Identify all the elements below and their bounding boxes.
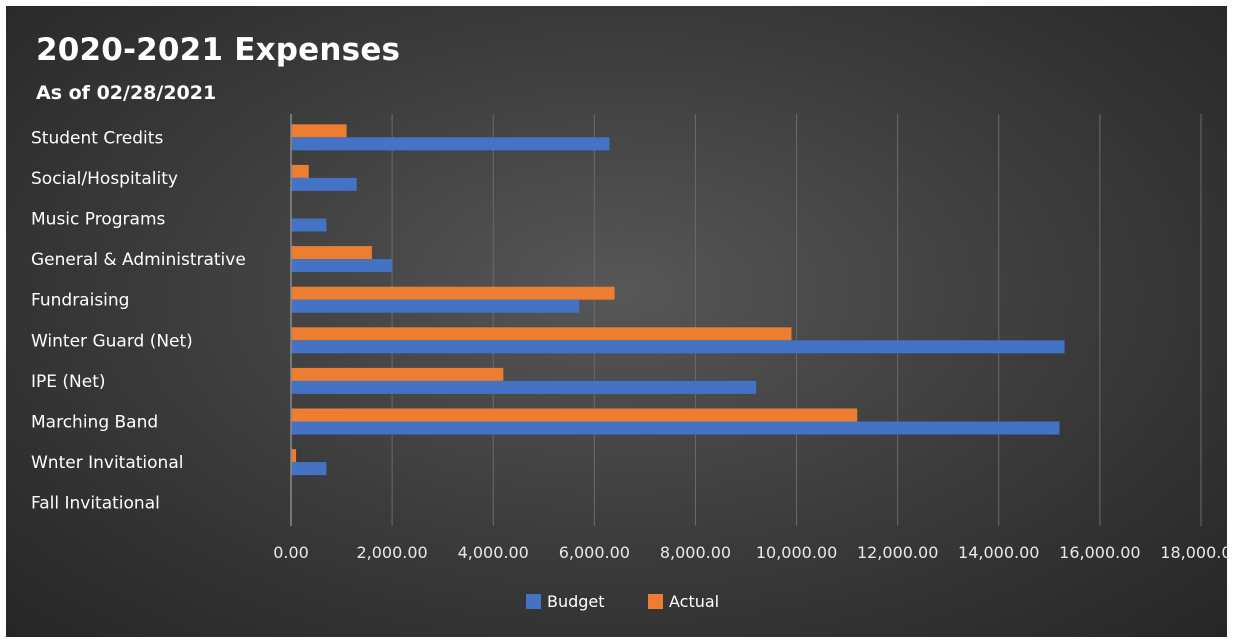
x-tick-label: 14,000.00 <box>958 543 1039 562</box>
chart-subtitle: As of 02/28/2021 <box>36 82 217 104</box>
x-tick-label: 0.00 <box>273 543 309 562</box>
bar-budget <box>291 218 327 232</box>
legend-label-budget: Budget <box>547 592 605 611</box>
category-label: Marching Band <box>31 413 158 433</box>
bar-budget <box>291 299 580 313</box>
x-tick-label: 8,000.00 <box>660 543 731 562</box>
bar-budget <box>291 421 1060 435</box>
bar-actual <box>291 286 615 300</box>
bar-chart: Student Credits Social/Hospitality Music P… <box>31 114 1227 611</box>
bar-actual <box>291 124 347 138</box>
category-label: Wnter Invitational <box>31 453 183 473</box>
category-label: Fall Invitational <box>31 494 160 514</box>
category-label: IPE (Net) <box>31 372 106 392</box>
x-tick-label: 4,000.00 <box>458 543 529 562</box>
x-tick-label: 10,000.00 <box>756 543 837 562</box>
category-label: Student Credits <box>31 128 163 148</box>
bar-budget <box>291 177 357 191</box>
bar-budget <box>291 380 757 394</box>
bar-actual <box>291 164 309 178</box>
bar-actual <box>291 449 297 463</box>
bar-budget <box>291 340 1065 354</box>
category-label: General & Administrative <box>31 250 246 270</box>
x-tick-label: 18,000.00 <box>1160 543 1227 562</box>
chart-area: 2020-2021 Expenses As of 02/28/2021 Stud… <box>6 6 1227 637</box>
category-label: Social/Hospitality <box>31 169 178 189</box>
category-label: Fundraising <box>31 291 129 311</box>
bar-budget <box>291 462 327 476</box>
x-tick-label: 12,000.00 <box>857 543 938 562</box>
legend-swatch-budget <box>526 594 541 609</box>
bar-budget <box>291 259 393 273</box>
bar-actual <box>291 246 372 260</box>
category-label: Winter Guard (Net) <box>31 331 193 351</box>
chart-title: 2020-2021 Expenses <box>36 32 401 68</box>
legend-swatch-actual <box>648 594 663 609</box>
x-tick-label: 2,000.00 <box>356 543 427 562</box>
x-tick-label: 6,000.00 <box>559 543 630 562</box>
bar-actual <box>291 327 792 341</box>
bar-budget <box>291 137 610 151</box>
bar-actual <box>291 367 504 381</box>
x-tick-label: 16,000.00 <box>1059 543 1140 562</box>
legend-label-actual: Actual <box>669 592 719 611</box>
bar-actual <box>291 408 858 422</box>
category-label: Music Programs <box>31 210 165 230</box>
